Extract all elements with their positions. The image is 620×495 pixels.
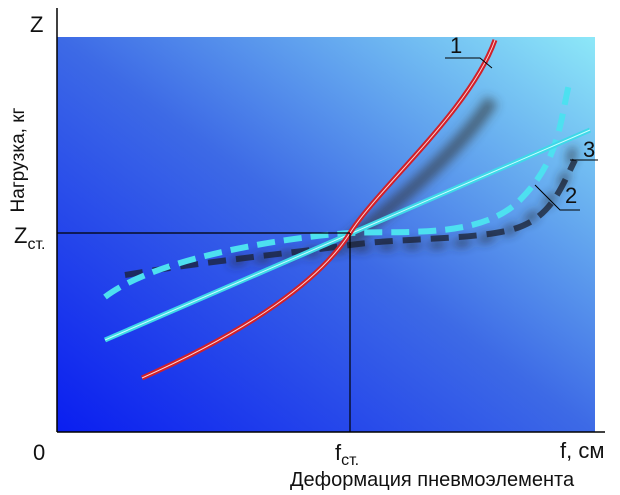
f-st-main: f <box>335 440 342 465</box>
z-st-label: Zст. <box>14 223 45 253</box>
origin: 0 <box>33 440 45 465</box>
leader-1 <box>445 57 493 69</box>
leader-2 <box>534 184 580 211</box>
z-st-main: Z <box>14 223 27 248</box>
y-label: Нагрузка, кг <box>8 107 29 212</box>
z-st-sub: ст. <box>27 236 45 253</box>
curve-2-shadow-line <box>124 158 578 278</box>
x-title: f, см <box>560 438 604 463</box>
x-label: Деформация пневмоэлемента <box>290 469 575 491</box>
f-st-sub: ст. <box>341 452 359 469</box>
curve-2-label: 2 <box>565 183 577 208</box>
y-title: Z <box>30 12 43 37</box>
curve-1-label: 1 <box>450 33 462 58</box>
curve-2 <box>103 79 573 300</box>
f-st-label: fст. <box>335 440 359 469</box>
curve-3-label: 3 <box>583 137 595 162</box>
